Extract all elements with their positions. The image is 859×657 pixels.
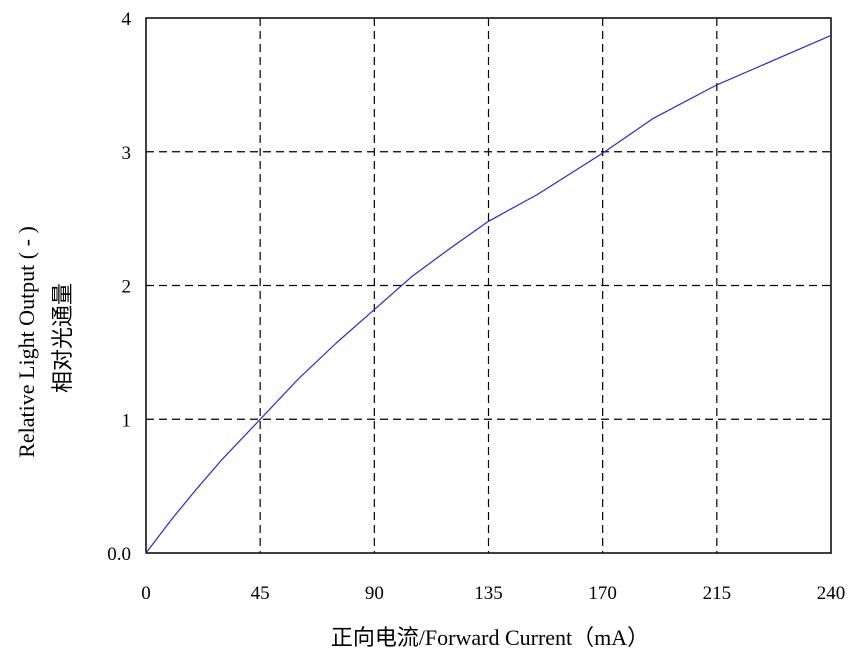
y-tick-label: 0.0 [107,544,131,565]
x-tick-label: 45 [251,583,270,604]
x-axis-title: 正向电流/Forward Current（mA） [331,625,649,650]
y-axis-title-english: Relative Light Output ( - ) [14,226,39,458]
y-tick-label: 1 [122,410,132,431]
y-tick-label: 4 [122,9,132,30]
x-tick-label: 90 [365,583,384,604]
grid-lines [146,18,831,553]
x-axis-ticks: 0 45 90 135 170 215 240 [141,583,845,604]
y-axis-title-chinese: 相对光通量 [50,283,75,393]
y-tick-label: 3 [122,143,132,164]
y-axis-ticks: 0.0 1 2 3 4 [107,9,131,565]
series-line [145,34,832,554]
x-tick-label: 215 [703,583,732,604]
y-tick-label: 2 [122,277,132,298]
x-tick-label: 170 [588,583,617,604]
plot-area-frame [145,17,832,554]
x-tick-label: 240 [817,583,846,604]
x-tick-label: 135 [474,583,503,604]
x-tick-label: 0 [141,583,151,604]
series-layer [145,34,832,554]
